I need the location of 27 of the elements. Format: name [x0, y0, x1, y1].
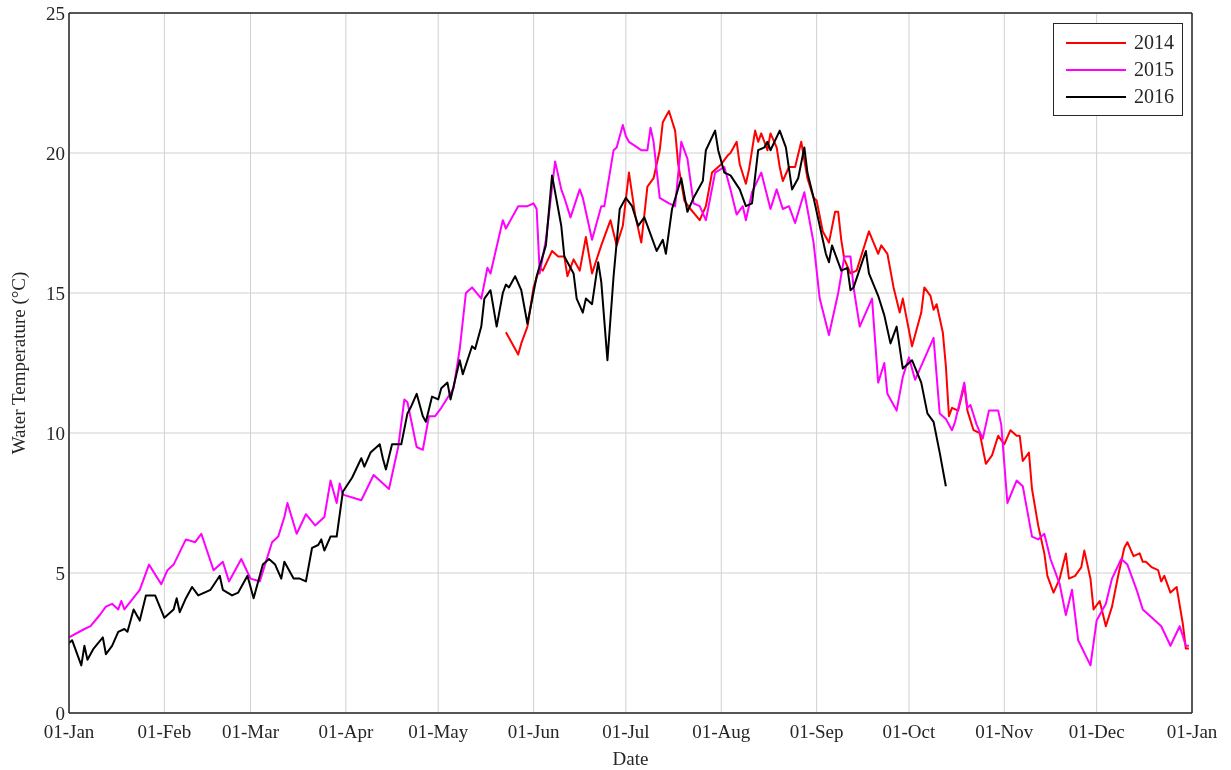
- x-tick-label: 01-Oct: [882, 721, 937, 743]
- legend-label: 2016: [1134, 85, 1174, 108]
- line-series: [69, 129, 947, 667]
- x-tick-label: 01-Aug: [692, 721, 751, 743]
- y-tick-label: 15: [46, 282, 65, 304]
- legend-label: 2015: [1134, 58, 1174, 81]
- line-series: [69, 124, 1190, 667]
- x-tick-label: 01-Nov: [975, 721, 1034, 743]
- legend-label: 2014: [1134, 31, 1174, 54]
- y-tick-label: 20: [46, 142, 65, 164]
- x-axis-title: Date: [612, 748, 649, 769]
- x-tick-label: 01-May: [408, 721, 469, 743]
- x-tick-label: 01-Jan: [43, 721, 95, 743]
- x-tick-label: 01-Jun: [507, 721, 560, 743]
- x-tick-label: 01-Jul: [602, 721, 650, 743]
- y-axis-title: Water Temperature (°C): [7, 271, 30, 455]
- x-tick-label: 01-Mar: [222, 721, 280, 743]
- y-tick-label: 10: [46, 422, 65, 444]
- x-tick-label: 01-Dec: [1068, 721, 1125, 743]
- line-series: [504, 110, 1190, 650]
- x-tick-label: 01-Jan: [1166, 721, 1218, 743]
- y-tick-label: 0: [55, 702, 65, 724]
- y-tick-label: 5: [55, 562, 65, 584]
- x-tick-label: 01-Feb: [137, 721, 192, 743]
- y-tick-label: 25: [46, 2, 65, 24]
- x-tick-label: 01-Apr: [318, 721, 375, 743]
- x-tick-label: 01-Sep: [789, 721, 844, 743]
